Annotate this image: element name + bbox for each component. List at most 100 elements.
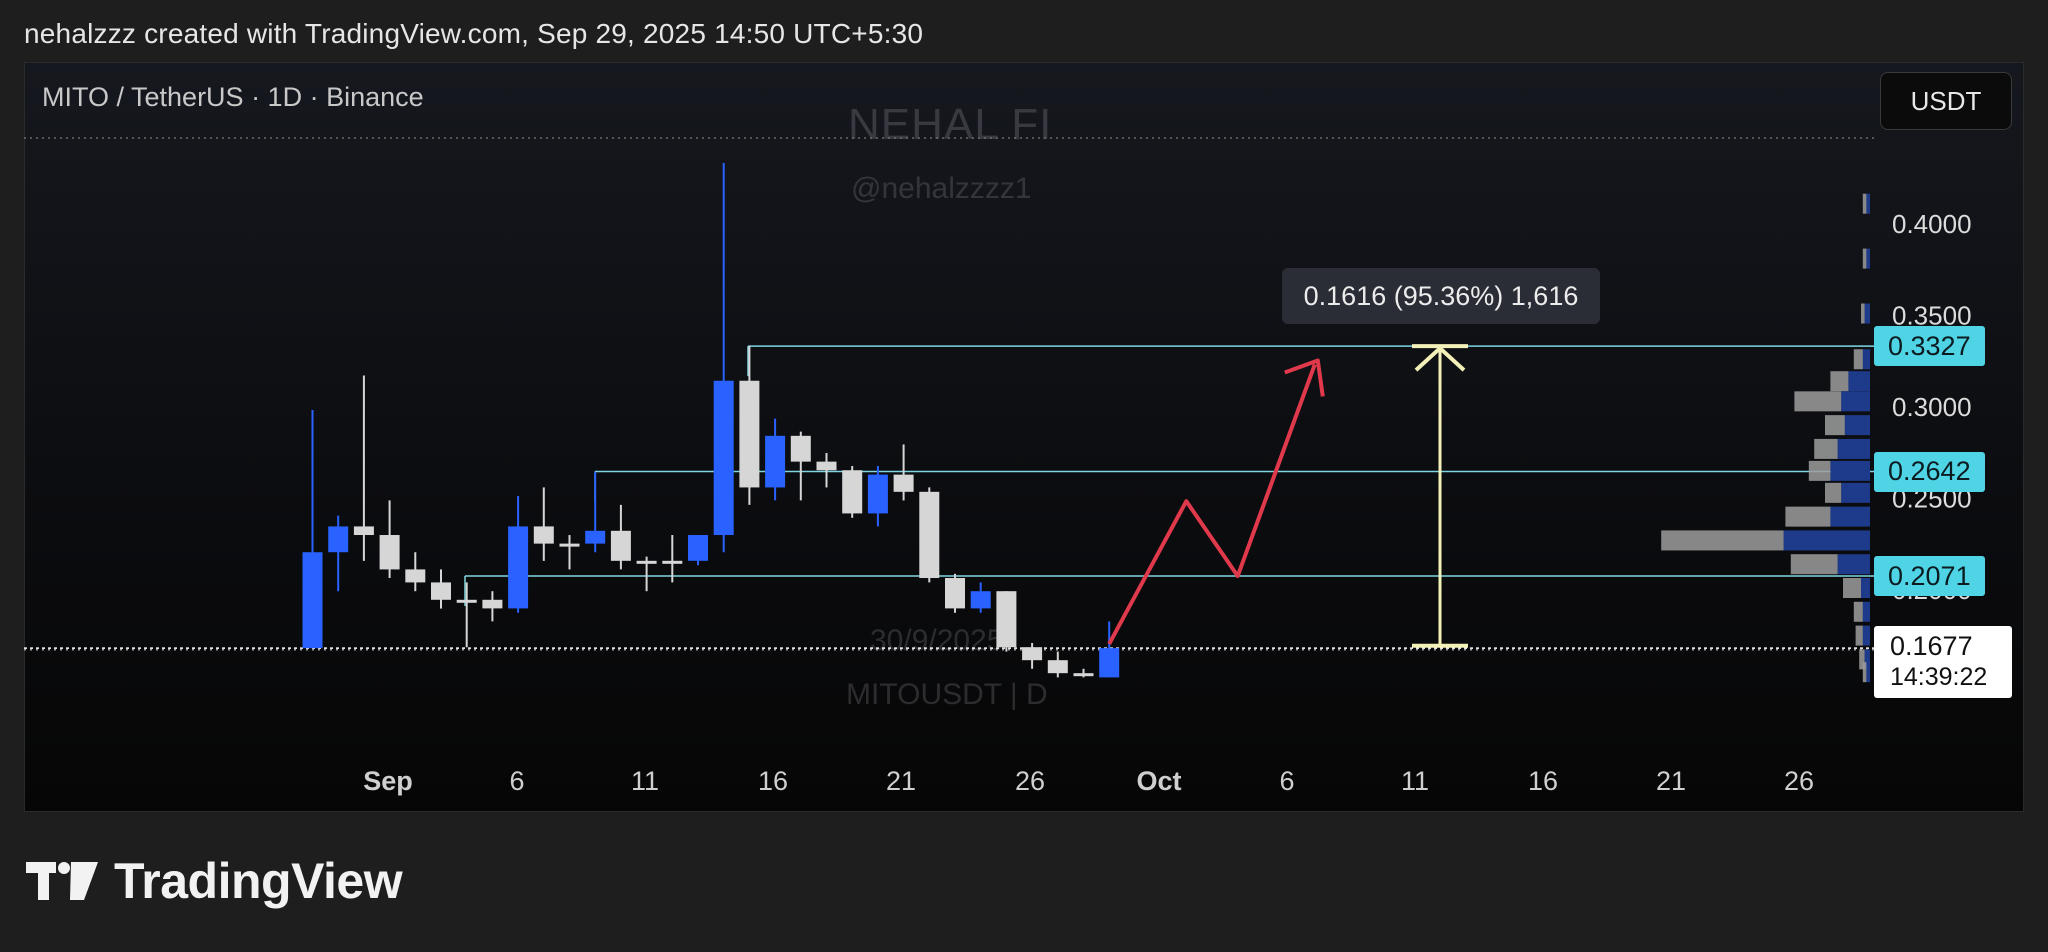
candle-body <box>688 535 708 561</box>
watermark-name: NEHAL FI <box>848 100 1053 149</box>
volume-profile-down-bar <box>1853 349 1863 370</box>
x-axis-tick-label: 11 <box>631 766 659 796</box>
candle-body <box>482 599 503 609</box>
tradingview-logo-icon <box>26 862 98 900</box>
candle-body <box>1047 660 1068 674</box>
volume-profile-down-bar <box>1862 193 1867 214</box>
volume-profile-up-bar <box>1866 662 1870 683</box>
tradingview-logo-text: TradingView <box>114 853 403 909</box>
x-axis-tick-label: 16 <box>758 766 788 796</box>
x-axis-tick-label: Oct <box>1136 766 1181 796</box>
candle-body <box>585 530 606 544</box>
volume-profile-up-bar <box>1862 349 1870 370</box>
price-level-badge: 0.2642 <box>1874 451 1985 492</box>
candle-body <box>431 582 451 600</box>
candle-body <box>790 435 811 462</box>
volume-profile-down-bar <box>1808 460 1831 481</box>
volume-profile-up-bar <box>1862 625 1870 646</box>
volume-profile-up-bar <box>1866 248 1870 269</box>
x-axis-tick-label: 26 <box>1015 766 1045 796</box>
volume-profile-down-bar <box>1785 506 1831 527</box>
volume-profile-up-bar <box>1861 578 1870 598</box>
volume-profile-down-bar <box>1790 554 1838 575</box>
candle-body <box>739 380 760 488</box>
candle-body <box>405 569 426 583</box>
y-axis-tick-label: 0.4000 <box>1892 209 1972 239</box>
watermark-date: 30/9/2025 <box>870 624 1004 657</box>
volume-profile-down-bar <box>1794 391 1842 412</box>
x-axis-tick-label: 6 <box>509 766 524 796</box>
candle-body <box>456 599 477 603</box>
volume-profile-down-bar <box>1861 303 1865 324</box>
candle-body <box>610 530 631 561</box>
candle-body <box>816 461 837 471</box>
volume-profile-up-bar <box>1848 371 1870 392</box>
volume-profile-up-bar <box>1866 193 1870 214</box>
candle-body <box>559 543 580 547</box>
projection-arrow-head <box>1284 358 1325 397</box>
currency-button[interactable]: USDT <box>1880 72 2012 130</box>
candle-body <box>996 591 1017 648</box>
volume-profile-down-bar <box>1853 601 1863 622</box>
snapshot-caption: nehalzzz created with TradingView.com, S… <box>24 18 924 49</box>
volume-profile-up-bar <box>1837 438 1870 459</box>
x-axis-tick-label: Sep <box>363 766 413 796</box>
volume-profile-down-bar <box>1825 482 1842 503</box>
volume-profile-up-bar <box>1783 530 1870 551</box>
candle-body <box>1099 648 1120 678</box>
measure-arrow-head <box>1414 345 1466 372</box>
volume-profile-down-bar <box>1661 530 1784 551</box>
y-axis-tick-label: 0.3500 <box>1892 301 1972 331</box>
volume-profile-up-bar <box>1841 391 1870 412</box>
volume-profile-down-bar <box>1825 415 1845 436</box>
projection-arrow <box>1107 363 1317 645</box>
tradingview-logo[interactable]: TradingView <box>26 852 403 910</box>
volume-profile-up-bar <box>1837 554 1870 575</box>
volume-profile-up-bar <box>1830 460 1870 481</box>
candle-body <box>970 591 991 609</box>
measure-tooltip: 0.1616 (95.36%) 1,616 <box>1282 268 1600 324</box>
volume-profile-down-bar <box>1814 438 1838 459</box>
candle-body <box>765 435 786 488</box>
candle-body <box>919 491 940 579</box>
price-level-badge: 0.2071 <box>1874 556 1985 596</box>
x-axis-tick-label: 21 <box>886 766 916 796</box>
current-price-badge: 0.1677 14:39:22 <box>1874 626 2012 698</box>
candle-body <box>867 474 888 514</box>
volume-profile-down-bar <box>1855 625 1863 646</box>
candle-body <box>893 474 914 492</box>
volume-profile-down-bar <box>1830 371 1849 392</box>
candle-countdown: 14:39:22 <box>1890 663 1988 691</box>
candle-body <box>713 380 734 536</box>
watermark-ticker: MITOUSDT | D <box>846 678 1048 711</box>
candle-body <box>328 526 349 553</box>
x-axis-tick-label: 6 <box>1279 766 1294 796</box>
volume-profile-down-bar <box>1859 649 1865 670</box>
volume-profile-up-bar <box>1864 303 1870 324</box>
volume-profile-down-bar <box>1862 662 1867 683</box>
candle-body <box>302 552 323 649</box>
volume-profile-up-bar <box>1830 506 1870 527</box>
watermark-handle: @nehalzzzz1 <box>851 172 1032 205</box>
y-axis-tick-label: 0.3000 <box>1892 392 1972 422</box>
candle-body <box>379 535 400 570</box>
candle-body <box>945 578 965 609</box>
candle-body <box>842 470 863 514</box>
x-axis-tick-label: 11 <box>1401 766 1429 796</box>
volume-profile-up-bar <box>1841 482 1870 503</box>
candle-body <box>508 526 529 609</box>
x-axis-tick-label: 16 <box>1528 766 1558 796</box>
volume-profile-up-bar <box>1864 649 1870 670</box>
symbol-title[interactable]: MITO / TetherUS · 1D · Binance <box>42 82 424 112</box>
volume-profile-down-bar <box>1862 248 1867 269</box>
current-price-value: 0.1677 <box>1890 631 1973 661</box>
candle-body <box>1073 673 1094 677</box>
x-axis-tick-label: 21 <box>1656 766 1686 796</box>
volume-profile-up-bar <box>1862 601 1870 622</box>
chart-frame[interactable] <box>24 62 2024 812</box>
candle-body <box>662 560 683 564</box>
candle-body <box>353 526 374 536</box>
candle-body <box>636 560 657 564</box>
price-level-badge: 0.3327 <box>1874 326 1985 367</box>
